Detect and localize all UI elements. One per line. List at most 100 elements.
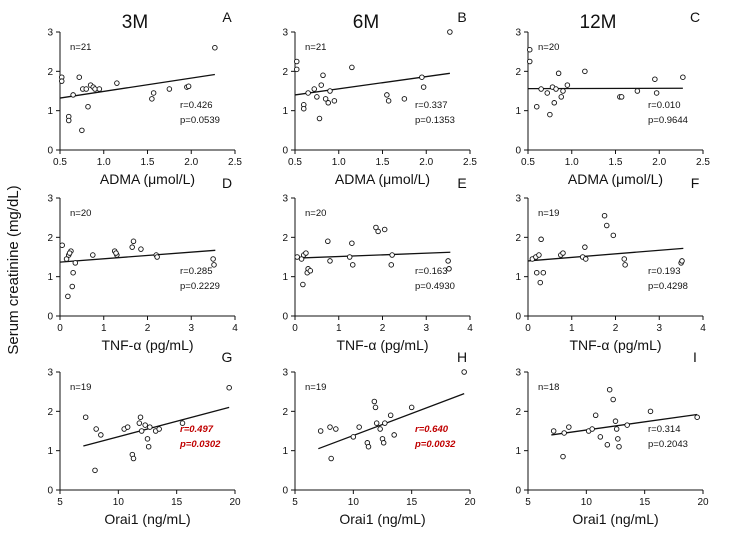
x-tick-label: 2.0 (419, 157, 433, 168)
y-tick-label: 2 (47, 407, 53, 418)
x-axis-label: ADMA (μmol/L) (335, 171, 430, 187)
data-point (555, 70, 562, 77)
data-point (540, 269, 547, 276)
data-point (349, 64, 355, 71)
data-point (113, 250, 119, 256)
data-point (680, 74, 686, 80)
data-point (328, 455, 334, 462)
data-point (551, 100, 558, 106)
data-point (317, 428, 324, 434)
data-point (346, 254, 353, 260)
x-tick-label: 0 (525, 323, 531, 334)
x-axis-label: Orai1 (ng/mL) (572, 511, 658, 527)
panel-g: 5 10 15 20 0 1 2 3 Orai1 (ng/mL) Gn=19 r=0.497 p=0.… (47, 349, 241, 527)
data-point (210, 256, 216, 262)
data-point (300, 281, 306, 288)
x-tick-label: 1.5 (376, 157, 390, 168)
x-tick-label: 5 (292, 497, 298, 508)
x-tick-label: 1.0 (565, 157, 579, 168)
data-point (305, 90, 311, 96)
n-label: n=20 (305, 208, 326, 219)
data-point (82, 414, 89, 420)
data-point (384, 92, 390, 98)
x-tick-label: 15 (406, 497, 418, 508)
data-point (582, 244, 588, 250)
x-tick-label: 0.5 (288, 157, 302, 168)
p-value: p=0.0032 (414, 439, 456, 450)
y-tick-label: 2 (282, 407, 288, 418)
y-tick-label: 3 (47, 368, 53, 379)
x-axis-label: TNF-α (pg/mL) (569, 337, 661, 353)
data-point (145, 443, 152, 450)
regression-line (294, 72, 450, 96)
regression-line (318, 393, 465, 450)
data-point (320, 72, 326, 79)
r-value: r=0.426 (180, 100, 213, 111)
x-tick-label: 1 (569, 323, 575, 334)
column-title-12m: 12M (580, 12, 617, 33)
data-point (621, 256, 628, 262)
n-label: n=21 (305, 42, 326, 53)
data-point (679, 258, 685, 264)
regression-line (527, 247, 684, 262)
x-tick-label: 20 (464, 497, 476, 508)
data-point (356, 424, 362, 430)
data-point (327, 258, 333, 264)
x-tick-label: 1.5 (609, 157, 623, 168)
r-value: r=0.337 (415, 100, 448, 111)
data-point (615, 436, 621, 442)
data-point (566, 424, 572, 430)
data-point (592, 412, 599, 419)
data-point (560, 453, 566, 460)
data-point (613, 426, 620, 432)
data-point (59, 242, 65, 248)
x-tick-label: 5 (57, 497, 63, 508)
n-label: n=19 (538, 208, 559, 219)
data-point (647, 408, 654, 415)
data-point (380, 440, 387, 446)
data-point (96, 86, 103, 92)
data-point (527, 58, 533, 65)
data-point (419, 74, 425, 80)
data-point (325, 238, 331, 245)
r-value: r=0.010 (648, 100, 681, 111)
y-tick-label: 1 (515, 272, 521, 283)
n-label: n=19 (70, 382, 91, 393)
p-value: p=0.4930 (415, 281, 455, 292)
column-title-6m: 6M (353, 12, 379, 33)
x-tick-label: 0 (57, 323, 63, 334)
data-point (385, 98, 392, 104)
n-label: n=20 (538, 42, 559, 53)
data-point (401, 96, 408, 102)
data-point (375, 228, 381, 235)
y-tick-label: 2 (515, 407, 521, 418)
data-point (142, 422, 148, 428)
y-tick-label: 3 (282, 28, 288, 39)
data-point (85, 103, 91, 110)
data-point (558, 94, 565, 100)
data-point (583, 256, 589, 262)
data-point (166, 86, 173, 92)
x-tick-label: 20 (697, 497, 709, 508)
data-point (622, 262, 628, 268)
data-point (604, 222, 610, 229)
y-tick-label: 1 (282, 446, 288, 457)
x-tick-label: 10 (348, 497, 360, 508)
x-tick-label: 20 (229, 497, 241, 508)
data-point (130, 455, 137, 462)
x-tick-label: 2.5 (463, 157, 477, 168)
data-point (130, 238, 137, 245)
data-point (560, 250, 566, 256)
data-point (372, 404, 379, 411)
data-point (156, 426, 162, 432)
data-point (327, 424, 333, 430)
x-axis-label: TNF-α (pg/mL) (336, 337, 428, 353)
x-tick-label: 4 (467, 323, 473, 334)
data-point (653, 90, 660, 96)
data-point (136, 420, 143, 426)
data-point (72, 260, 79, 266)
x-tick-label: 1 (336, 323, 342, 334)
y-tick-label: 0 (47, 312, 53, 323)
data-point (59, 78, 65, 84)
data-point (350, 262, 356, 268)
